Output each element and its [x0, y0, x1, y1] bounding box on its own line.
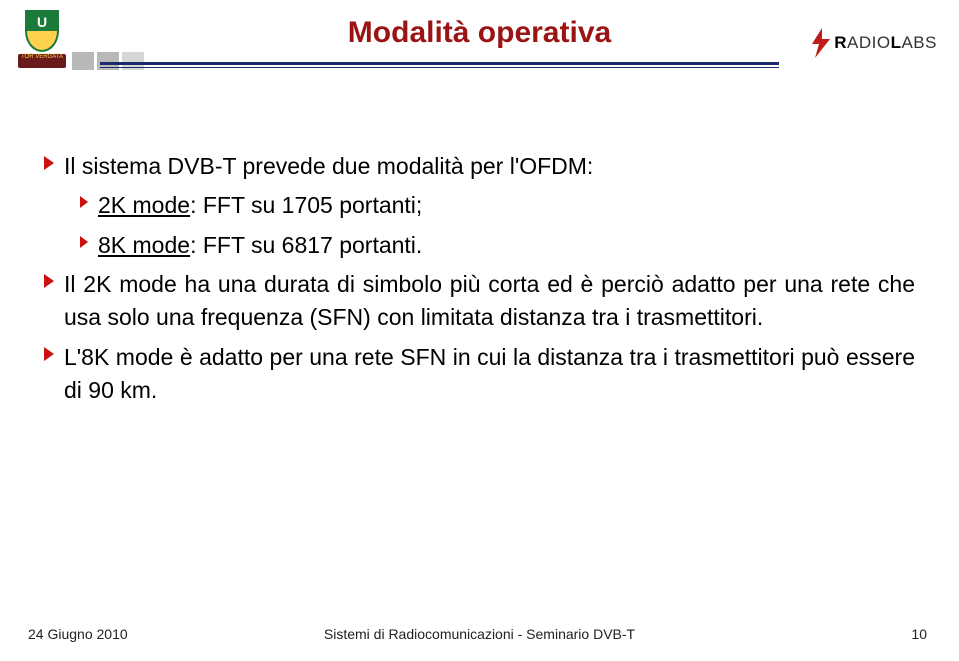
sub-bullet-item: 8K mode: FFT su 6817 portanti.: [80, 229, 915, 262]
bullet-text: L'8K mode è adatto per una rete SFN in c…: [64, 341, 915, 408]
bullet-arrow-icon: [44, 347, 54, 361]
brand-l: L: [891, 33, 902, 52]
bullet-item: L'8K mode è adatto per una rete SFN in c…: [44, 341, 915, 408]
sub-bullet-text: 8K mode: FFT su 6817 portanti.: [98, 229, 422, 262]
bullet-arrow-icon: [80, 196, 88, 208]
footer-page-number: 10: [911, 626, 927, 642]
sub-bullet-underline: 2K mode: [98, 192, 190, 218]
university-name: TOR VERGATA: [18, 54, 66, 68]
bullet-item: Il sistema DVB-T prevede due modalità pe…: [44, 150, 915, 183]
slide: TOR VERGATA Modalità operativa RADIOLABS…: [0, 0, 959, 661]
bullet-text: Il 2K mode ha una durata di simbolo più …: [64, 268, 915, 335]
brand-text: RADIOLABS: [834, 33, 937, 53]
brand-r: R: [834, 33, 847, 52]
footer-center: Sistemi di Radiocomunicazioni - Seminari…: [0, 626, 959, 642]
header: TOR VERGATA Modalità operativa RADIOLABS: [0, 0, 959, 90]
decor-box: [72, 52, 94, 70]
brand-abs: ABS: [901, 33, 937, 52]
title-underline: [100, 62, 779, 68]
bullet-arrow-icon: [44, 156, 54, 170]
bullet-text: Il sistema DVB-T prevede due modalità pe…: [64, 150, 593, 183]
sub-bullet-rest: : FFT su 1705 portanti;: [190, 192, 422, 218]
bullet-arrow-icon: [80, 236, 88, 248]
brand-adio: ADIO: [847, 33, 891, 52]
sub-bullet-rest: : FFT su 6817 portanti.: [190, 232, 422, 258]
sub-bullet-item: 2K mode: FFT su 1705 portanti;: [80, 189, 915, 222]
bullet-arrow-icon: [44, 274, 54, 288]
radiolabs-logo: RADIOLABS: [810, 28, 937, 58]
footer: 24 Giugno 2010 Sistemi di Radiocomunicaz…: [0, 623, 959, 645]
lightning-icon: [810, 28, 832, 58]
content: Il sistema DVB-T prevede due modalità pe…: [44, 150, 915, 413]
sub-bullet-underline: 8K mode: [98, 232, 190, 258]
sub-bullet-text: 2K mode: FFT su 1705 portanti;: [98, 189, 422, 222]
bullet-item: Il 2K mode ha una durata di simbolo più …: [44, 268, 915, 335]
